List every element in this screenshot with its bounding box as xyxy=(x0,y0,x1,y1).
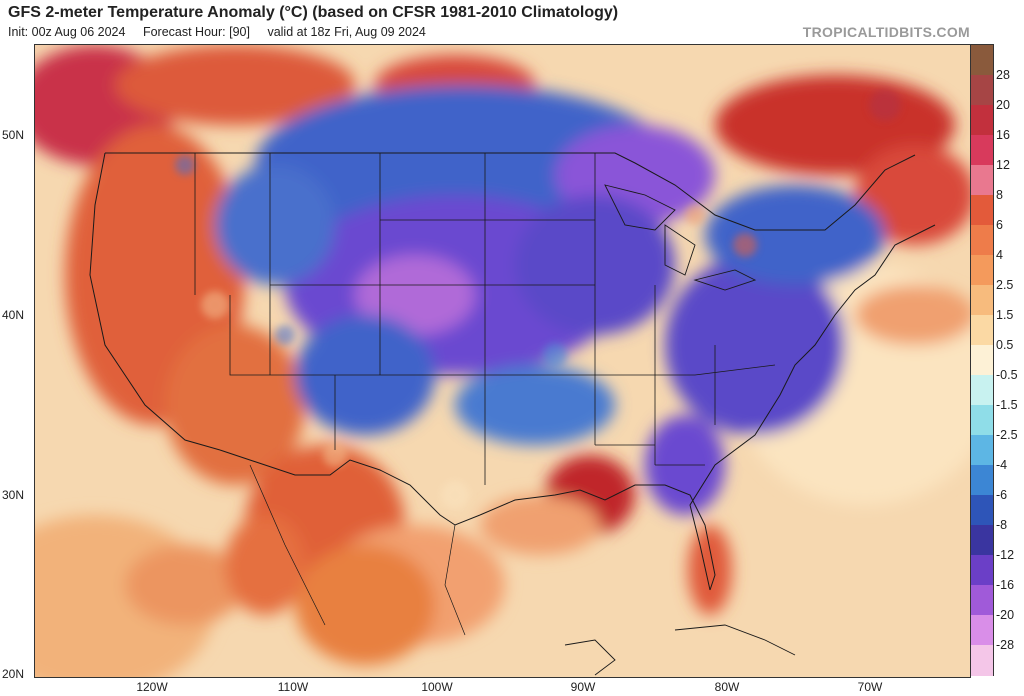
colorbar-tick-label: -0.5 xyxy=(996,368,1018,382)
colorbar-legend xyxy=(970,44,994,676)
colorbar-swatch xyxy=(971,465,993,496)
lat-label-30n: 30N xyxy=(2,488,25,502)
colorbar-swatch xyxy=(971,135,993,166)
colorbar-tick-label: 16 xyxy=(996,128,1010,142)
anomaly-texture xyxy=(175,89,901,509)
colorbar-swatch xyxy=(971,525,993,556)
colorbar-tick-label: -2.5 xyxy=(996,428,1018,442)
valid-time: valid at 18z Fri, Aug 09 2024 xyxy=(267,25,426,39)
map-title: GFS 2-meter Temperature Anomaly (°C) (ba… xyxy=(8,4,619,21)
colorbar-swatch xyxy=(971,45,993,76)
colorbar-swatch xyxy=(971,555,993,586)
lat-label-20n: 20N xyxy=(2,667,25,681)
colorbar-swatch xyxy=(971,585,993,616)
colorbar-tick-label: -16 xyxy=(996,578,1015,592)
colorbar-tick-label: -20 xyxy=(996,608,1015,622)
lon-label-120w: 120W xyxy=(136,680,168,694)
colorbar-tick-label: -12 xyxy=(996,548,1015,562)
colorbar-swatch xyxy=(971,315,993,346)
colorbar-tick-label: 6 xyxy=(996,218,1003,232)
colorbar-tick-label: 4 xyxy=(996,248,1003,262)
colorbar-swatch xyxy=(971,195,993,226)
colorbar-tick-label: 20 xyxy=(996,98,1010,112)
colorbar-swatch xyxy=(971,165,993,196)
colorbar-swatch xyxy=(971,615,993,646)
colorbar-swatch xyxy=(971,345,993,376)
colorbar-tick-label: -4 xyxy=(996,458,1008,472)
colorbar-swatch xyxy=(971,255,993,286)
map-subtitle: Init: 00z Aug 06 2024 Forecast Hour: [90… xyxy=(8,25,440,39)
colorbar-swatch xyxy=(971,435,993,466)
map-canvas xyxy=(35,45,970,677)
colorbar-tick-label: 8 xyxy=(996,188,1003,202)
brand-watermark: TROPICALTIDBITS.COM xyxy=(802,24,970,40)
lat-label-50n: 50N xyxy=(2,128,25,142)
forecast-hour: Forecast Hour: [90] xyxy=(142,25,250,39)
init-time: Init: 00z Aug 06 2024 xyxy=(8,25,126,39)
colorbar-tick-label: 0.5 xyxy=(996,338,1014,352)
colorbar-swatch xyxy=(971,645,993,676)
lon-label-70w: 70W xyxy=(857,680,883,694)
lon-label-100w: 100W xyxy=(421,680,453,694)
lat-label-40n: 40N xyxy=(2,308,25,322)
colorbar-swatch xyxy=(971,105,993,136)
colorbar-tick-label: 28 xyxy=(996,68,1010,82)
political-borders xyxy=(89,152,936,676)
lon-label-90w: 90W xyxy=(570,680,596,694)
colorbar-swatch xyxy=(971,285,993,316)
lon-label-110w: 110W xyxy=(277,680,309,694)
colorbar-swatch xyxy=(971,495,993,526)
colorbar-swatch xyxy=(971,405,993,436)
colorbar-tick-label: 2.5 xyxy=(996,278,1014,292)
lon-label-80w: 80W xyxy=(714,680,740,694)
colorbar-tick-label: 1.5 xyxy=(996,308,1014,322)
colorbar-swatch xyxy=(971,75,993,106)
anomaly-map[interactable] xyxy=(34,44,971,678)
colorbar-tick-label: 12 xyxy=(996,158,1010,172)
colorbar-swatch xyxy=(971,225,993,256)
colorbar-tick-label: -28 xyxy=(996,638,1015,652)
anomaly-field xyxy=(35,45,970,677)
colorbar-tick-label: -8 xyxy=(996,518,1008,532)
colorbar-tick-label: -1.5 xyxy=(996,398,1018,412)
colorbar-swatch xyxy=(971,375,993,406)
colorbar-tick-label: -6 xyxy=(996,488,1008,502)
